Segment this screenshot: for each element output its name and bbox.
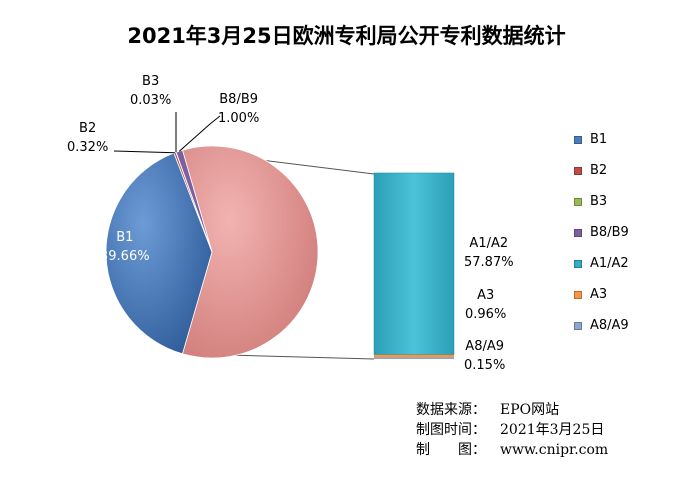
data-label-b3: B30.03% xyxy=(130,72,171,110)
legend-swatch-a8a9 xyxy=(574,322,582,330)
legend-item-a3: A3 xyxy=(574,279,629,310)
legend-item-a1a2: A1/A2 xyxy=(574,248,629,279)
legend-label-a3: A3 xyxy=(590,287,607,302)
source-key-maker: 制 图： xyxy=(416,440,500,460)
data-label-b2: B20.32% xyxy=(67,119,108,157)
bar-segment-a3 xyxy=(374,354,454,357)
data-label-b8b9: B8/B91.00% xyxy=(218,90,259,128)
legend-label-a8a9: A8/A9 xyxy=(590,318,629,333)
legend-item-b2: B2 xyxy=(574,155,629,186)
legend: B1 B2 B3 B8/B9 A1/A2 A3 A8/A9 xyxy=(574,124,629,341)
data-label-a8a9: A8/A90.15% xyxy=(464,337,505,375)
source-row-date: 制图时间：2021年3月25日 xyxy=(416,420,608,440)
legend-swatch-a1a2 xyxy=(574,260,582,268)
legend-swatch-b8b9 xyxy=(574,229,582,237)
bar-segment-a8a9 xyxy=(374,358,454,360)
legend-label-b1: B1 xyxy=(590,132,607,147)
legend-item-a8a9: A8/A9 xyxy=(574,310,629,341)
source-value-data: EPO网站 xyxy=(500,402,559,418)
source-row-data: 数据来源：EPO网站 xyxy=(416,400,608,420)
leader-line-b2 xyxy=(114,151,175,153)
legend-item-b1: B1 xyxy=(574,124,629,155)
legend-item-b3: B3 xyxy=(574,186,629,217)
legend-swatch-b1 xyxy=(574,136,582,144)
legend-item-b8b9: B8/B9 xyxy=(574,217,629,248)
source-key-date: 制图时间： xyxy=(416,420,500,440)
legend-swatch-a3 xyxy=(574,291,582,299)
source-key-data: 数据来源： xyxy=(416,400,500,420)
source-value-maker: www.cnipr.com xyxy=(500,442,608,458)
legend-label-a1a2: A1/A2 xyxy=(590,256,629,271)
data-label-b1: B139.66% xyxy=(100,228,150,266)
legend-swatch-b3 xyxy=(574,198,582,206)
source-note: 数据来源：EPO网站 制图时间：2021年3月25日 制 图：www.cnipr… xyxy=(416,400,608,460)
bar-segment-a1a2 xyxy=(374,173,454,355)
legend-label-b3: B3 xyxy=(590,194,607,209)
legend-swatch-b2 xyxy=(574,167,582,175)
source-row-maker: 制 图：www.cnipr.com xyxy=(416,440,608,460)
legend-label-b2: B2 xyxy=(590,163,607,178)
data-label-a1a2: A1/A257.87% xyxy=(464,234,514,272)
source-value-date: 2021年3月25日 xyxy=(500,422,604,438)
legend-label-b8b9: B8/B9 xyxy=(590,225,629,240)
data-label-a3: A30.96% xyxy=(465,286,506,324)
